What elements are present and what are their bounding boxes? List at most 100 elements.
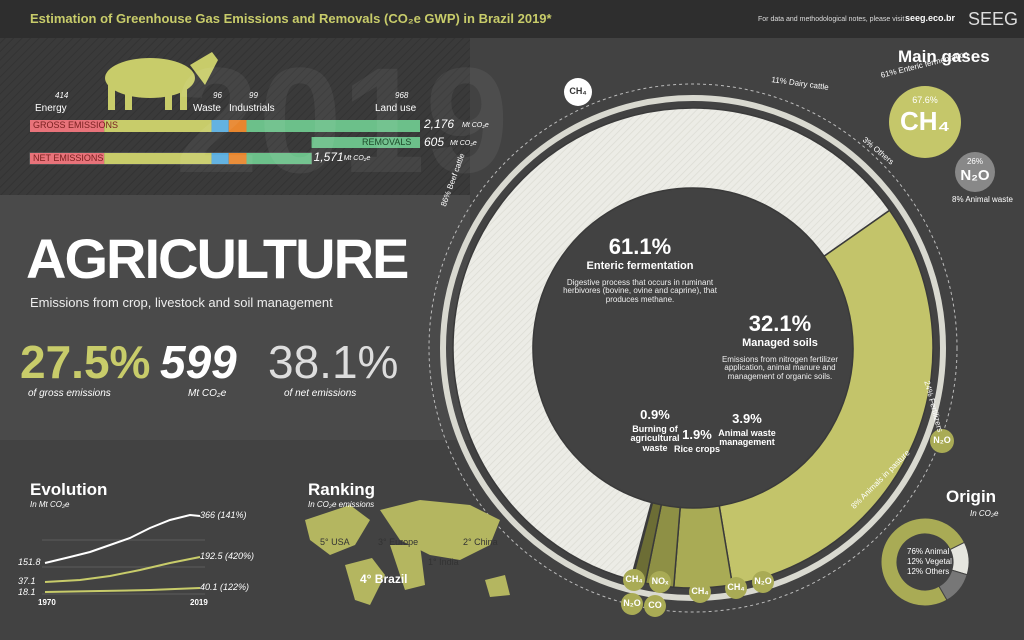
gross-segment <box>211 120 229 132</box>
net-caption: of net emissions <box>284 388 357 399</box>
evolution-end: 192.5 (420%) <box>200 551 255 561</box>
unit: Mt CO₂e <box>450 140 477 147</box>
evolution-end: 40.1 (122%) <box>200 582 250 592</box>
gas-tag: CH₄ <box>691 586 709 596</box>
n2o-name: N₂O <box>960 167 990 184</box>
net-segment <box>30 153 105 164</box>
net-value: 1,571 <box>313 150 344 164</box>
gas-bubble <box>623 569 645 591</box>
evolution-end: 366 (141%) <box>200 510 247 520</box>
origin-label: 12% Others <box>907 567 950 576</box>
donut-category: Animal waste management <box>718 428 776 448</box>
sector-value: 96 <box>213 91 222 100</box>
origin-label: 12% Vegetal <box>907 557 952 566</box>
source-site: seeg.eco.br <box>905 13 956 23</box>
country-label: 5° USA <box>320 537 350 547</box>
sector-value: 414 <box>55 91 69 100</box>
donut-description: Digestive process that occurs in ruminan… <box>563 278 717 304</box>
donut-category: Rice crops <box>673 444 721 454</box>
n2o-share: 26% <box>966 157 983 166</box>
gas-bubble <box>649 571 671 593</box>
net-share: 38.1% <box>268 336 399 388</box>
gross-caption: of gross emissions <box>28 388 111 399</box>
evolution-start: 37.1 <box>18 576 36 586</box>
background-year: 2019 <box>175 36 509 204</box>
net-segment <box>228 153 247 164</box>
removals-label: REMOVALS <box>362 137 412 147</box>
gross-segment <box>246 120 420 132</box>
gross-share: 27.5% <box>20 336 151 388</box>
unit: Mt CO₂e <box>462 122 489 129</box>
gas-tag: N₂O <box>623 598 641 608</box>
donut-value: 61.1% <box>608 234 672 259</box>
country-label: 4° Brazil <box>360 572 408 586</box>
origin-subtitle: In CO₂e <box>970 509 999 518</box>
removals-value: 605 <box>424 135 445 149</box>
donut-value: 0.9% <box>640 407 670 422</box>
gas-bubble <box>564 78 592 106</box>
sector-value: 968 <box>395 91 409 100</box>
unit: Mt CO₂e <box>343 155 371 162</box>
agri-volume: 599 <box>160 336 237 388</box>
main-gases-title: Main gases <box>898 47 990 66</box>
ranking-title: Ranking <box>308 480 376 499</box>
gas-bubble <box>644 595 666 617</box>
net-label: NET EMISSIONS <box>33 153 104 163</box>
donut-segment <box>718 209 934 586</box>
gas-tag: N₂O <box>933 435 951 445</box>
ranking-subtitle: In CO₂e emissions <box>308 500 375 509</box>
sector-name: Waste <box>193 103 221 114</box>
donut-category: Enteric fermentation <box>586 260 694 272</box>
donut-category: Managed soils <box>742 337 818 349</box>
gas-bubble <box>689 581 711 603</box>
header-band <box>0 0 1024 38</box>
gas-tag: CH₄ <box>569 86 587 96</box>
gross-segment <box>104 120 212 132</box>
gas-bubble <box>752 571 774 593</box>
country-label: 3° Europe <box>378 537 419 547</box>
gas-tag: N₂O <box>754 576 772 586</box>
donut-value: 3.9% <box>732 411 762 426</box>
origin-title: Origin <box>946 487 997 506</box>
agri-title: AGRICULTURE <box>26 227 409 290</box>
evolution-subtitle: In Mt CO₂e <box>30 500 70 509</box>
year-label: 1970 <box>38 598 56 607</box>
stripe-band <box>0 38 470 195</box>
gross-segment <box>228 120 247 132</box>
cow-icon <box>105 52 218 110</box>
n2o-detail: 8% Animal waste <box>952 195 1013 204</box>
volume-caption: Mt CO₂e <box>188 388 227 399</box>
evolution-start: 151.8 <box>18 557 41 567</box>
gross-label: GROSS EMISSIONS <box>33 120 119 130</box>
evolution-title: Evolution <box>30 480 108 499</box>
gross-value: 2,176 <box>424 117 455 131</box>
net-segment <box>104 153 212 164</box>
source-note: For data and methodological notes, pleas… <box>758 16 905 23</box>
donut-value: 1.9% <box>682 427 712 442</box>
donut-value: 32.1% <box>748 311 812 336</box>
title: Estimation of Greenhouse Gas Emissions a… <box>30 11 552 26</box>
year-label: 2019 <box>190 598 208 607</box>
gas-tag: NOₓ <box>651 576 669 586</box>
evolution-lines <box>44 513 201 593</box>
gas-bubble <box>930 429 954 453</box>
logo: SEEG <box>968 9 1019 29</box>
sector-value: 99 <box>249 91 258 100</box>
origin-segment <box>880 517 966 607</box>
gas-tag: CO <box>648 600 662 610</box>
donut-description: Emissions from nitrogen fertilizer appli… <box>721 355 839 381</box>
donut-category: Burning of agricultural waste <box>630 424 680 453</box>
gas-tag: CH₄ <box>727 582 745 592</box>
country-label: 1° India <box>428 557 459 567</box>
ch4-name: CH₄ <box>900 106 950 136</box>
donut-hole <box>535 190 851 506</box>
sector-name: Land use <box>375 103 417 114</box>
agri-band <box>0 195 470 440</box>
origin-label: 76% Animal <box>907 547 950 556</box>
removals-bar <box>311 137 420 148</box>
evolution-start: 18.1 <box>18 587 36 597</box>
agri-subtitle: Emissions from crop, livestock and soil … <box>30 295 333 310</box>
ch4-share: 67.6% <box>912 95 938 105</box>
outer-dash <box>428 83 958 613</box>
